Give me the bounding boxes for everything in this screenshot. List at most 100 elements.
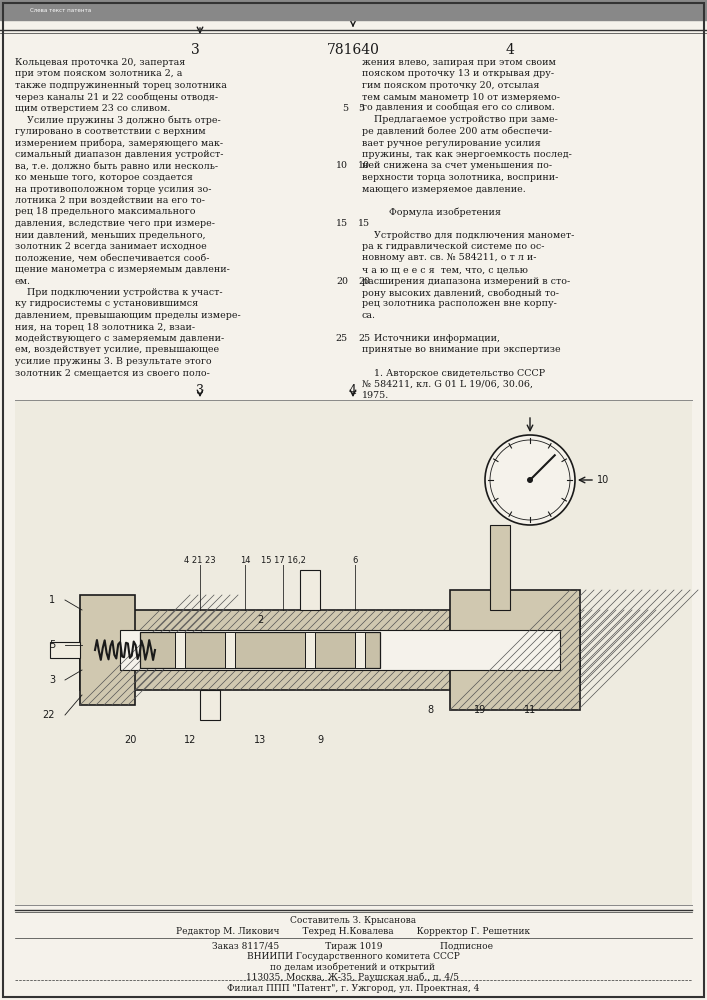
Text: 113035, Москва, Ж-35, Раушская наб., д. 4/5: 113035, Москва, Ж-35, Раушская наб., д. … [247,972,460,982]
Text: 5: 5 [358,104,364,113]
Bar [490,525,510,610]
Text: Устройство для подключения маномет-: Устройство для подключения маномет- [362,231,574,239]
Text: 25: 25 [336,334,348,343]
Text: ку гидросистемы с установившимся: ку гидросистемы с установившимся [15,300,198,308]
Text: при этом пояском золотника 2, а: при этом пояском золотника 2, а [15,70,182,79]
Text: ней снижена за счет уменьшения по-: ней снижена за счет уменьшения по- [362,161,552,170]
Text: ем.: ем. [15,276,31,286]
Text: на противоположном торце усилия зо-: на противоположном торце усилия зо- [15,184,211,194]
Text: 22: 22 [42,710,55,720]
Text: 10: 10 [336,161,348,170]
Text: ва, т.е. должно быть равно или несколь-: ва, т.е. должно быть равно или несколь- [15,161,218,171]
Text: 10: 10 [358,161,370,170]
Text: рец золотника расположен вне корпу-: рец золотника расположен вне корпу- [362,300,557,308]
Text: щение манометра с измеряемым давлени-: щение манометра с измеряемым давлени- [15,265,230,274]
Text: 5: 5 [49,640,55,650]
Bar [450,590,580,710]
Text: новному авт. св. № 584211, о т л и-: новному авт. св. № 584211, о т л и- [362,253,537,262]
Bar [80,610,580,690]
Text: рец 18 предельного максимального: рец 18 предельного максимального [15,208,196,217]
Text: 6: 6 [352,556,358,565]
Text: 20: 20 [124,735,136,745]
Text: 19: 19 [474,705,486,715]
Text: верхности торца золотника, восприни-: верхности торца золотника, восприни- [362,173,559,182]
Text: 4 21 23: 4 21 23 [185,556,216,565]
Text: нии давлений, меньших предельного,: нии давлений, меньших предельного, [15,231,206,239]
Text: ра к гидравлической системе по ос-: ра к гидравлической системе по ос- [362,242,544,251]
Text: лотника 2 при воздействии на его то-: лотника 2 при воздействии на его то- [15,196,205,205]
Text: пружины, так как энергоемкость послед-: пружины, так как энергоемкость послед- [362,150,572,159]
Text: ния, на торец 18 золотника 2, взаи-: ния, на торец 18 золотника 2, взаи- [15,322,195,332]
Bar [355,632,365,668]
Text: ВНИИПИ Государственного комитета СССР: ВНИИПИ Государственного комитета СССР [247,952,460,961]
Bar [200,690,220,720]
Text: через каналы 21 и 22 сообщены отводя-: через каналы 21 и 22 сообщены отводя- [15,93,218,102]
Text: ко меньше того, которое создается: ко меньше того, которое создается [15,173,193,182]
Text: усилие пружины 3. В результате этого: усилие пружины 3. В результате этого [15,357,211,366]
Bar [140,632,380,668]
Text: 9: 9 [317,735,323,745]
Text: щим отверстием 23 со сливом.: щим отверстием 23 со сливом. [15,104,170,113]
Circle shape [527,477,533,483]
Text: Источники информации,: Источники информации, [362,334,500,343]
Text: 1975.: 1975. [362,391,390,400]
Text: Формула изобретения: Формула изобретения [362,208,501,217]
Text: давления, вследствие чего при измере-: давления, вследствие чего при измере- [15,219,215,228]
Text: вает ручное регулирование усилия: вает ручное регулирование усилия [362,138,541,147]
Text: са.: са. [362,311,376,320]
Text: 11: 11 [524,705,536,715]
Text: 15 17 16,2: 15 17 16,2 [261,556,305,565]
Text: золотник 2 смещается из своего поло-: золотник 2 смещается из своего поло- [15,368,210,377]
Text: 8: 8 [427,705,433,715]
Text: Кольцевая проточка 20, запертая: Кольцевая проточка 20, запертая [15,58,185,67]
Text: 3: 3 [49,675,55,685]
Text: 25: 25 [358,334,370,343]
Text: 3: 3 [196,384,204,397]
Text: Филиал ППП "Патент", г. Ужгород, ул. Проектная, 4: Филиал ППП "Патент", г. Ужгород, ул. Про… [227,984,479,993]
Text: также подпружиненный торец золотника: также подпружиненный торец золотника [15,81,227,90]
Text: принятые во внимание при экспертизе: принятые во внимание при экспертизе [362,346,561,355]
Bar [225,632,235,668]
Text: Слева текст патента: Слева текст патента [30,8,91,13]
Text: 4: 4 [506,43,515,57]
Bar [80,595,135,705]
Text: 3: 3 [191,43,199,57]
Text: го давления и сообщая его со сливом.: го давления и сообщая его со сливом. [362,104,555,113]
Text: Составитель З. Крысанова: Составитель З. Крысанова [290,916,416,925]
Bar [175,632,185,668]
Bar [300,570,320,610]
Text: Предлагаемое устройство при заме-: Предлагаемое устройство при заме- [362,115,558,124]
Text: 1: 1 [49,595,55,605]
Text: ре давлений более 200 атм обеспечи-: ре давлений более 200 атм обеспечи- [362,127,552,136]
Text: Редактор М. Ликович        Техред Н.Ковалева        Корректор Г. Решетник: Редактор М. Ликович Техред Н.Ковалева Ко… [176,927,530,936]
Text: давлением, превышающим пределы измере-: давлением, превышающим пределы измере- [15,311,241,320]
Text: тем самым манометр 10 от измеряемо-: тем самым манометр 10 от измеряемо- [362,93,560,102]
Text: расширения диапазона измерений в сто-: расширения диапазона измерений в сто- [362,276,571,286]
Text: по делам изобретений и открытий: по делам изобретений и открытий [271,962,436,972]
Text: 2: 2 [257,615,263,625]
Text: 15: 15 [336,219,348,228]
Bar [120,630,560,670]
Text: 14: 14 [240,556,250,565]
Text: При подключении устройства к участ-: При подключении устройства к участ- [15,288,223,297]
Text: положение, чем обеспечивается сооб-: положение, чем обеспечивается сооб- [15,253,209,262]
Text: 5: 5 [342,104,348,113]
Text: 1. Авторское свидетельство СССР: 1. Авторское свидетельство СССР [362,368,545,377]
Text: Усилие пружины 3 должно быть отре-: Усилие пружины 3 должно быть отре- [15,115,221,125]
Text: 20: 20 [358,276,370,286]
Bar [0,0,707,20]
Text: рону высоких давлений, свободный то-: рону высоких давлений, свободный то- [362,288,559,298]
Text: 15: 15 [358,219,370,228]
Text: № 584211, кл. G 01 L 19/06, 30.06,: № 584211, кл. G 01 L 19/06, 30.06, [362,380,533,389]
Text: 10: 10 [597,475,609,485]
Text: ч а ю щ е е с я  тем, что, с целью: ч а ю щ е е с я тем, что, с целью [362,265,528,274]
Text: 12: 12 [184,735,196,745]
Bar [50,642,80,658]
Text: гулировано в соответствии с верхним: гулировано в соответствии с верхним [15,127,206,136]
Text: золотник 2 всегда занимает исходное: золотник 2 всегда занимает исходное [15,242,206,251]
Bar [15,400,692,905]
Text: 20: 20 [336,276,348,286]
Text: 13: 13 [254,735,266,745]
Text: 781640: 781640 [327,43,380,57]
Text: пояском проточку 13 и открывая дру-: пояском проточку 13 и открывая дру- [362,70,554,79]
